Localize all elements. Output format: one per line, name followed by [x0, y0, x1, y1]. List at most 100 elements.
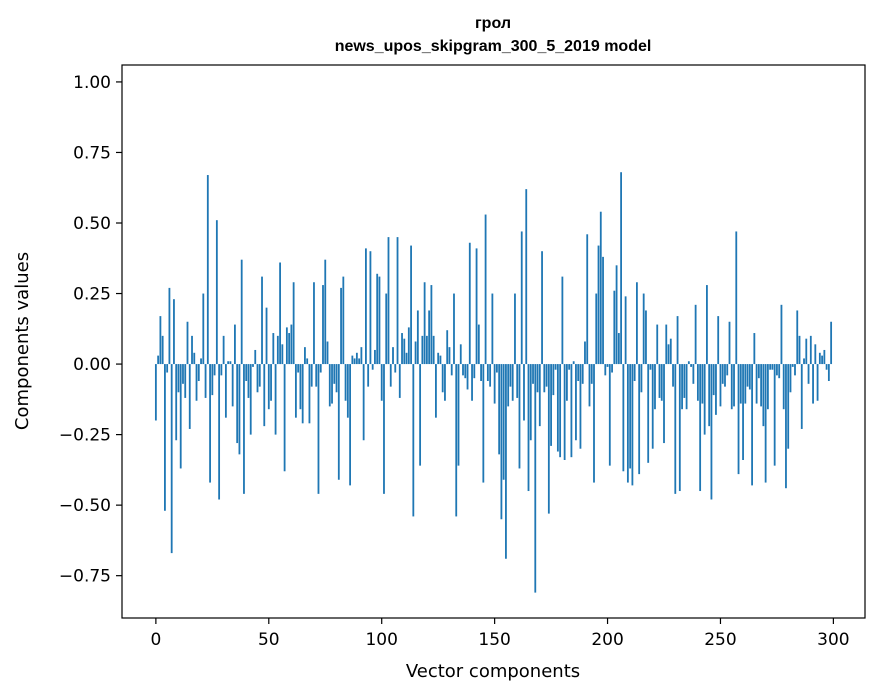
bar	[778, 364, 781, 379]
bar	[213, 364, 216, 376]
y-tick-label: 0.75	[73, 143, 111, 163]
bar	[159, 316, 162, 365]
bar	[742, 364, 744, 460]
bar	[234, 324, 236, 365]
bar	[794, 364, 796, 376]
bar	[387, 237, 390, 365]
bar	[604, 364, 607, 376]
bar	[717, 316, 720, 365]
bar	[687, 361, 690, 365]
bar	[536, 364, 539, 393]
bar	[346, 364, 349, 418]
bar	[195, 364, 198, 401]
bar	[365, 248, 367, 365]
bar	[812, 364, 814, 404]
bar	[319, 364, 322, 373]
bar	[252, 364, 254, 367]
bar	[796, 310, 799, 365]
bar	[807, 364, 810, 384]
bar	[787, 364, 790, 449]
bar	[500, 364, 503, 520]
bar	[355, 352, 358, 365]
bar	[301, 364, 304, 424]
bar	[231, 364, 234, 407]
bar	[547, 364, 550, 514]
bar	[362, 364, 365, 441]
bar	[631, 364, 634, 486]
bar	[340, 287, 342, 365]
bar	[676, 316, 679, 365]
y-tick-label: 0.50	[73, 214, 111, 234]
bar	[416, 310, 419, 365]
bar	[498, 364, 501, 455]
bar	[394, 364, 397, 373]
x-tick-label: 150	[478, 630, 510, 650]
bar	[421, 335, 424, 365]
bar	[728, 321, 731, 365]
bar	[261, 276, 263, 365]
bar	[577, 364, 580, 381]
bar	[606, 364, 609, 367]
bar	[245, 364, 248, 381]
bar	[554, 364, 557, 370]
bar	[570, 364, 573, 458]
bar	[464, 364, 467, 379]
bar	[651, 364, 654, 449]
bar	[297, 364, 300, 373]
bar	[475, 248, 478, 365]
bar	[633, 364, 636, 381]
bar	[685, 364, 688, 410]
x-tick-label: 0	[150, 630, 161, 650]
bar	[186, 321, 189, 365]
bar	[407, 327, 410, 365]
bar	[441, 364, 444, 393]
bar	[825, 364, 828, 370]
bar	[823, 349, 826, 365]
bar	[706, 285, 708, 365]
bar	[272, 333, 275, 365]
bar	[721, 364, 724, 384]
bar	[525, 189, 528, 365]
bar	[310, 364, 313, 387]
bar	[640, 364, 643, 393]
bar	[182, 364, 184, 384]
bar	[450, 364, 453, 376]
bar	[785, 364, 787, 489]
bar	[315, 364, 318, 387]
bar	[220, 364, 223, 376]
bar	[658, 364, 661, 398]
bar	[509, 364, 512, 387]
bar	[694, 304, 697, 365]
bar	[626, 364, 629, 483]
bar	[518, 364, 521, 469]
bar	[645, 310, 647, 365]
bar	[595, 293, 598, 365]
bar	[672, 364, 674, 387]
bar	[290, 324, 293, 365]
bar	[529, 364, 532, 441]
bar	[258, 364, 261, 387]
y-axis-label: Components values	[12, 252, 33, 430]
bars-group	[154, 172, 833, 593]
bar	[534, 364, 537, 593]
bar	[435, 364, 437, 418]
y-tick-label: 1.00	[73, 73, 111, 93]
bar	[523, 364, 525, 421]
bar	[328, 364, 331, 407]
bar	[376, 273, 379, 365]
bar	[229, 361, 232, 365]
bar	[317, 364, 320, 494]
bar	[563, 364, 566, 460]
bar	[227, 361, 230, 365]
bar	[733, 364, 735, 407]
bar	[238, 364, 241, 455]
x-tick-label: 100	[365, 630, 397, 650]
bar	[746, 364, 749, 387]
bar	[448, 347, 451, 365]
bar	[674, 364, 677, 494]
bar	[173, 299, 175, 365]
bar	[412, 364, 415, 517]
bar	[502, 364, 505, 480]
bar	[638, 364, 641, 475]
